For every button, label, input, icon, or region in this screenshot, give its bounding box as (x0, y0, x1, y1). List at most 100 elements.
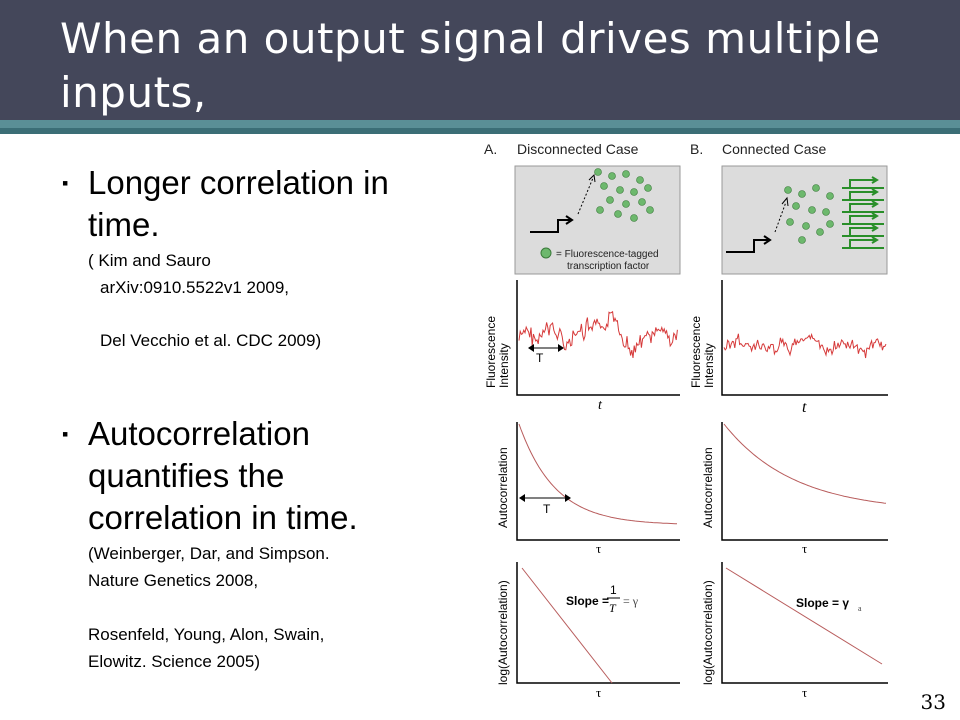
axes (516, 422, 680, 541)
y-axis-label: Autocorrelation (496, 447, 510, 528)
y-axis-label-2: Intensity (497, 343, 511, 388)
molecule-dot-icon (798, 190, 806, 198)
expression-arrowhead-a-icon (588, 173, 596, 183)
y-axis-label-1: Fluorescence (484, 316, 498, 388)
molecule-dot-icon (596, 206, 604, 214)
bullet-1-ref-2: arXiv:0910.5522v1 2009, (100, 278, 290, 297)
title-bar (0, 0, 960, 120)
fluorescence-trace (723, 332, 887, 359)
molecule-dot-icon (646, 206, 654, 214)
dots-b (784, 184, 834, 244)
bullet-1-line-1: Longer correlation in (88, 164, 389, 201)
bullet-square-icon: ▪ (62, 173, 69, 193)
x-axis-label: τ (802, 541, 807, 556)
molecule-dot-icon (826, 192, 834, 200)
slope-label: Slope = (566, 594, 609, 608)
expression-arrowhead-b-icon (781, 196, 789, 207)
T-arrows-icon (519, 494, 571, 502)
x-axis-label: τ (596, 541, 601, 556)
bullet-2-line-3: correlation in time. (88, 499, 358, 536)
bullet-2: ▪ Autocorrelation quantifies the correla… (62, 413, 358, 539)
bullet-1-line-2: time. (88, 206, 160, 243)
molecule-dot-icon (614, 210, 622, 218)
gene-promoter-a-icon (530, 219, 570, 233)
gene-arrow-icon (842, 200, 884, 213)
molecule-dot-icon (606, 196, 614, 204)
bullet-2-line-1: Autocorrelation (88, 415, 310, 452)
x-axis-label: τ (802, 685, 807, 700)
x-axis-label: t (598, 398, 603, 413)
molecule-dot-icon (616, 186, 624, 194)
panel-a-letter: A. (484, 141, 497, 157)
autocorrelation-curve (723, 423, 887, 504)
slope-gamma: = γ (623, 594, 639, 608)
legend-label-1: = Fluorescence-tagged (556, 249, 659, 260)
title-divider-shadow (0, 128, 960, 134)
molecule-dot-icon (812, 184, 820, 192)
log-autocorrelation-plot-b: Slope = γ a τ log(Autocorrelation) (701, 562, 888, 700)
molecule-dot-icon (798, 236, 806, 244)
molecule-dot-icon (622, 170, 630, 178)
slope-numerator: 1 (610, 583, 617, 597)
bullet-2-ref-1: (Weinberger, Dar, and Simpson. (88, 544, 330, 563)
downstream-genes-icon (842, 176, 884, 249)
dots-a (594, 168, 654, 222)
y-axis-label-1: Fluorescence (689, 316, 703, 388)
bullet-1: ▪ Longer correlation in time. (62, 162, 389, 246)
molecule-dot-icon (636, 176, 644, 184)
molecule-dot-icon (784, 186, 792, 194)
bullet-2-ref-3: Rosenfeld, Young, Alon, Swain, (88, 625, 325, 644)
bullet-2-line-2: quantifies the (88, 457, 285, 494)
molecule-dot-icon (802, 222, 810, 230)
y-axis-label: log(Autocorrelation) (496, 580, 510, 685)
bullet-2-ref-2: Nature Genetics 2008, (88, 571, 259, 590)
expression-arrow-b (774, 201, 787, 233)
bullet-2-ref-4: Elowitz. Science 2005) (88, 652, 260, 671)
molecule-dot-icon (638, 198, 646, 206)
gene-arrow-icon (842, 224, 884, 237)
panel-a-title: Disconnected Case (517, 141, 639, 157)
molecule-dot-icon (630, 188, 638, 196)
log-autocorrelation-plot-a: Slope = 1 T = γ τ log(Autocorrelation) (496, 562, 680, 700)
fluorescence-trace (518, 310, 678, 358)
autocorrelation-plot-a: T τ Autocorrelation (496, 422, 680, 556)
autocorrelation-figure: A. Disconnected Case B. Connected Case =… (484, 141, 888, 700)
gene-arrow-icon (842, 176, 884, 189)
gene-arrow-icon (842, 236, 884, 249)
bullet-1-ref-3: Del Vecchio et al. CDC 2009) (100, 331, 322, 350)
legend-label-2: transcription factor (567, 261, 650, 272)
gene-arrow-a-icon (565, 215, 574, 225)
T-label: T (536, 351, 544, 365)
y-axis-label-2: Intensity (702, 343, 716, 388)
T-label: T (543, 502, 551, 516)
molecule-dot-icon (600, 182, 608, 190)
molecule-dot-icon (786, 218, 794, 226)
gene-promoter-b-icon (726, 239, 768, 253)
fluorescence-plot-b: t Fluorescence Intensity (689, 280, 888, 416)
x-axis-label: t (802, 399, 807, 416)
slide-title: When an output signal drives multiple in… (60, 14, 881, 117)
axes (516, 280, 680, 396)
page-number: 33 (920, 690, 946, 714)
y-axis-label: log(Autocorrelation) (701, 580, 715, 685)
molecule-dot-icon (816, 228, 824, 236)
x-axis-label: τ (596, 685, 601, 700)
gene-arrow-icon (842, 212, 884, 225)
molecule-dot-icon (826, 220, 834, 228)
log-decay-line (521, 567, 613, 684)
axes (516, 562, 680, 684)
molecule-dot-icon (792, 202, 800, 210)
slope-label: Slope = γ (796, 596, 849, 610)
bullet-1-ref-1: ( Kim and Sauro (88, 251, 211, 270)
autocorrelation-curve (518, 423, 677, 525)
bullet-square-icon: ▪ (62, 424, 69, 444)
panel-b-title: Connected Case (722, 141, 827, 157)
molecule-dot-icon (594, 168, 602, 176)
y-axis-label: Autocorrelation (701, 447, 715, 528)
fluorescence-plot-a: T t Fluorescence Intensity (484, 280, 680, 413)
gene-arrow-icon (842, 188, 884, 201)
log-decay-line (725, 567, 883, 665)
panel-b-letter: B. (690, 141, 703, 157)
axes (721, 562, 888, 684)
expression-arrow-a (577, 177, 594, 215)
